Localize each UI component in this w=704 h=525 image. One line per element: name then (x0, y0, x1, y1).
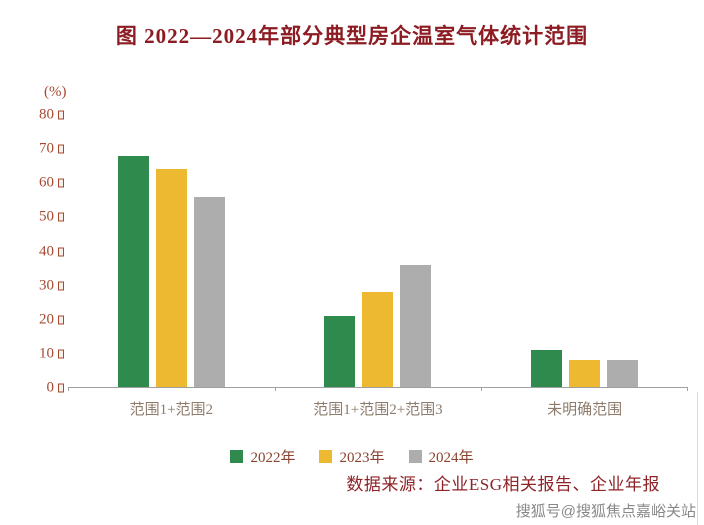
legend-item: 2023年 (319, 446, 385, 467)
x-axis-label: 范围1+范围2+范围3 (313, 402, 443, 418)
bar-group (275, 115, 482, 387)
legend-label: 2022年 (250, 450, 296, 466)
legend-item: 2022年 (230, 446, 295, 467)
legend-swatch (408, 450, 422, 463)
bar-group (68, 115, 275, 387)
y-tick-label: 10 (39, 345, 54, 362)
y-tick: 0 (46, 379, 64, 397)
bar (400, 264, 432, 387)
x-axis-tick (687, 387, 688, 391)
x-axis-tick (274, 387, 276, 391)
y-tick-mark (58, 110, 64, 120)
y-tick: 20 (39, 311, 64, 328)
x-axis-labels: 范围1+范围2 范围1+范围2+范围3 未明确范围 (68, 398, 688, 420)
y-tick: 50 (39, 209, 64, 226)
y-tick-label: 80 (39, 106, 54, 123)
bar (117, 155, 149, 387)
x-axis-label: 未明确范围 (547, 402, 623, 418)
y-tick: 10 (39, 345, 64, 362)
legend-swatch (319, 450, 333, 463)
x-axis-tick (68, 387, 69, 391)
y-tick: 40 (39, 243, 64, 260)
watermark: 搜狐号@搜狐焦点嘉峪关站 (515, 503, 696, 520)
y-tick-mark (58, 212, 64, 222)
bar (607, 359, 639, 387)
y-axis-unit-label: (%) (44, 84, 67, 100)
legend-swatch (230, 450, 244, 463)
page-edge-line (697, 392, 698, 525)
bar (193, 196, 225, 387)
y-tick: 30 (39, 277, 64, 294)
y-tick: 70 (39, 141, 64, 158)
y-axis: 0 10 20 30 40 50 60 70 80 (0, 107, 64, 396)
data-source: 数据来源：企业ESG相关报告、企业年报 (346, 475, 660, 494)
bar (155, 169, 187, 387)
legend-label: 2023年 (339, 450, 385, 466)
chart-title: 图 2022—2024年部分典型房企温室气体统计范围 (115, 24, 589, 48)
plot-area (68, 115, 688, 391)
y-tick-label: 40 (39, 243, 54, 259)
y-tick: 60 (39, 175, 64, 192)
x-axis-tick (481, 387, 483, 391)
y-tick-mark (58, 349, 64, 359)
legend: 2022年 2023年 2024年 (0, 446, 704, 467)
bar (362, 291, 394, 387)
legend-item: 2024年 (408, 446, 474, 467)
y-tick-label: 70 (39, 140, 54, 157)
y-tick-mark (58, 315, 64, 325)
bar (569, 359, 601, 387)
y-tick-label: 60 (39, 174, 54, 191)
y-tick-label: 30 (39, 277, 54, 294)
bar (531, 349, 563, 387)
y-tick-mark (58, 383, 64, 393)
bar (324, 315, 356, 387)
legend-label: 2024年 (428, 450, 474, 466)
y-tick: 80 (39, 107, 64, 124)
y-tick-label: 50 (39, 208, 54, 225)
bar-group (481, 115, 688, 387)
y-tick-label: 20 (39, 311, 54, 328)
x-axis-label: 范围1+范围2 (129, 402, 214, 418)
y-tick-label: 0 (46, 379, 55, 396)
y-tick-mark (58, 178, 64, 188)
y-tick-mark (58, 144, 64, 154)
y-tick-mark (58, 247, 64, 256)
y-tick-mark (58, 281, 64, 291)
